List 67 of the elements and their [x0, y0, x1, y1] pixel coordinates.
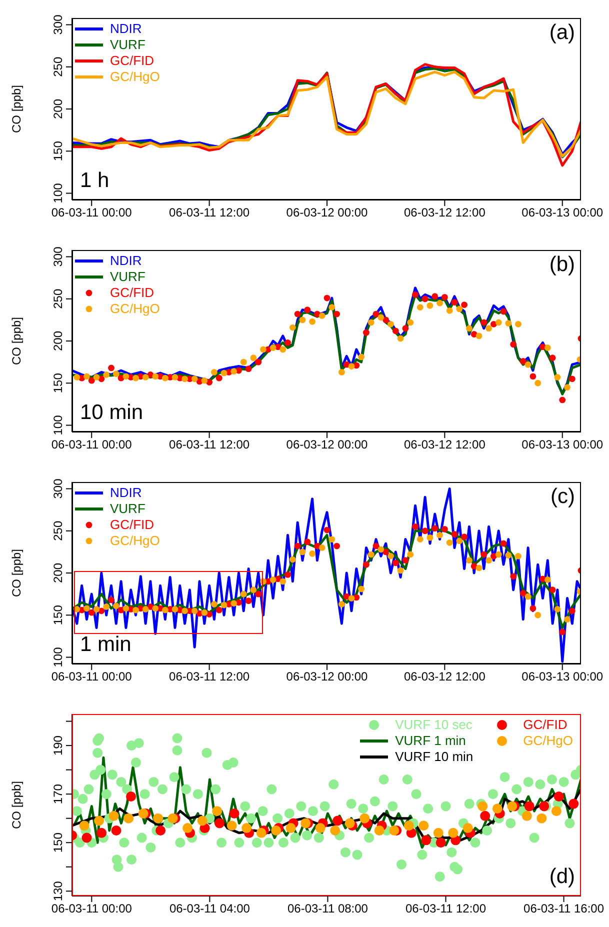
- legend-label: GC/HgO: [110, 301, 160, 317]
- y-tick-label: 200: [51, 562, 65, 584]
- legend-label: GC/HgO: [110, 533, 160, 549]
- y-tick-label: 300: [51, 14, 65, 35]
- x-tick-label: 06-03-12 00:00: [286, 438, 368, 452]
- x-tick-label: 06-03-12 00:00: [286, 206, 368, 220]
- x-tick-label: 06-03-11 12:00: [406, 902, 486, 916]
- y-tick-label: 150: [51, 832, 65, 853]
- y-tick-label: 130: [51, 880, 65, 902]
- y-tick-label: 170: [51, 784, 65, 804]
- x-tick-label: 06-03-13 00:00: [522, 206, 604, 220]
- x-tick-label: 06-03-11 04:00: [169, 902, 250, 916]
- x-tick-label: 06-03-12 00:00: [286, 670, 368, 684]
- x-tick-label: 06-03-12 12:00: [404, 670, 486, 684]
- x-tick-label: 06-03-12 12:00: [404, 206, 486, 220]
- y-axis-title: CO [ppb]: [9, 316, 24, 366]
- x-tick-label: 06-03-11 12:00: [169, 206, 250, 220]
- x-tick-label: 06-03-11 12:00: [169, 438, 250, 452]
- annotation: (a): [549, 20, 575, 46]
- y-tick-label: 190: [51, 735, 65, 756]
- x-tick-label: 06-03-11 00:00: [51, 438, 132, 452]
- legend-label: VURF 10 sec: [395, 717, 472, 733]
- y-tick-label: 100: [51, 182, 65, 204]
- annotation: 1 h: [80, 168, 110, 194]
- legend-label: VURF: [110, 269, 146, 285]
- legend-label: GC/HgO: [110, 69, 160, 85]
- x-tick-label: 06-03-13 00:00: [522, 670, 604, 684]
- x-tick-label: 06-03-11 00:00: [51, 902, 132, 916]
- annotation: 10 min: [80, 400, 144, 426]
- annotation: 1 min: [80, 632, 132, 658]
- y-axis-title: CO [ppb]: [9, 84, 24, 134]
- legend-label: VURF 1 min: [395, 733, 466, 749]
- x-tick-label: 06-03-13 00:00: [522, 438, 604, 452]
- x-tick-label: 06-03-12 12:00: [404, 438, 486, 452]
- y-tick-label: 150: [51, 372, 65, 394]
- legend-label: GC/FID: [110, 285, 154, 301]
- legend-label: NDIR: [110, 485, 142, 501]
- x-tick-label: 06-03-11 12:00: [169, 670, 250, 684]
- y-tick-label: 150: [51, 604, 65, 626]
- y-tick-label: 250: [51, 56, 65, 77]
- y-tick-label: 250: [51, 520, 65, 541]
- legend-label: GC/FID: [110, 53, 154, 69]
- legend-label: NDIR: [110, 253, 142, 269]
- x-tick-label: 06-03-11 00:00: [51, 670, 132, 684]
- legend-label: GC/FID: [110, 517, 154, 533]
- x-tick-label: 06-03-11 16:00: [524, 902, 604, 916]
- legend-label: GC/FID: [523, 717, 568, 733]
- y-tick-label: 300: [51, 246, 65, 267]
- y-tick-label: 250: [51, 288, 65, 309]
- y-axis-title: CO [ppb]: [9, 548, 24, 598]
- legend-label: VURF: [110, 501, 146, 517]
- x-tick-label: 06-03-11 08:00: [287, 902, 368, 916]
- legend-label: GC/HgO: [523, 733, 573, 749]
- y-tick-label: 100: [51, 414, 65, 436]
- y-axis-title: CO [ppb]: [9, 780, 24, 830]
- x-tick-label: 06-03-11 00:00: [51, 206, 132, 220]
- y-tick-label: 300: [51, 478, 65, 499]
- annotation: (b): [549, 252, 575, 278]
- legend-label: VURF: [110, 37, 146, 53]
- annotation: (c): [550, 484, 575, 510]
- y-tick-label: 100: [51, 646, 65, 668]
- legend-label: NDIR: [110, 21, 142, 37]
- y-tick-label: 200: [51, 98, 65, 120]
- annotation: (d): [549, 864, 575, 890]
- y-tick-label: 200: [51, 330, 65, 352]
- y-tick-label: 150: [51, 140, 65, 162]
- legend-label: VURF 10 min: [395, 749, 474, 765]
